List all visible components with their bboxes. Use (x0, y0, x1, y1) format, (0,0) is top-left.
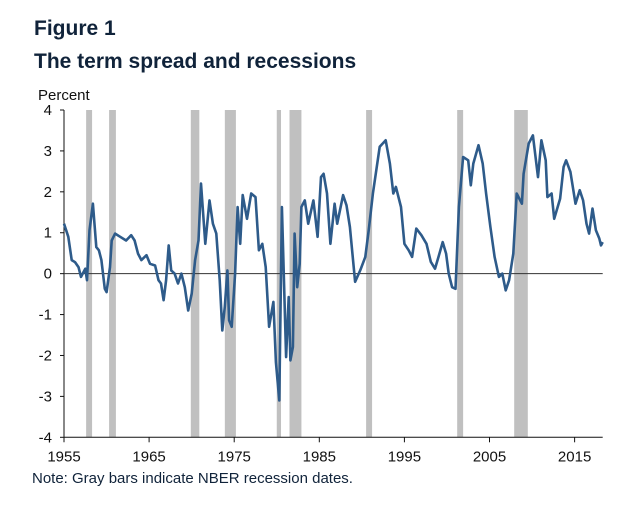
x-tick-label: 2005 (473, 448, 506, 465)
x-tick-label: 1975 (218, 448, 251, 465)
y-tick-label: 1 (44, 225, 52, 242)
x-tick-label: 1955 (47, 448, 80, 465)
y-tick-label: -3 (39, 388, 52, 405)
y-axis-label: Percent (38, 87, 91, 104)
x-tick-label: 1965 (132, 448, 165, 465)
y-tick-label: 4 (44, 102, 52, 119)
x-tick-label: 2015 (558, 448, 591, 465)
y-tick-label: 3 (44, 143, 52, 160)
y-tick-label: -4 (39, 429, 52, 446)
figure-label: Figure 1 (34, 17, 116, 40)
y-tick-label: -2 (39, 347, 52, 364)
y-tick-label: -1 (39, 307, 52, 324)
chart-title: The term spread and recessions (34, 50, 357, 73)
chart-note: Note: Gray bars indicate NBER recession … (32, 470, 353, 487)
x-tick-label: 1985 (303, 448, 336, 465)
x-tick-label: 1995 (388, 448, 421, 465)
term-spread-line (62, 134, 604, 402)
y-tick-label: 0 (44, 266, 52, 283)
y-tick-label: 2 (44, 184, 52, 201)
